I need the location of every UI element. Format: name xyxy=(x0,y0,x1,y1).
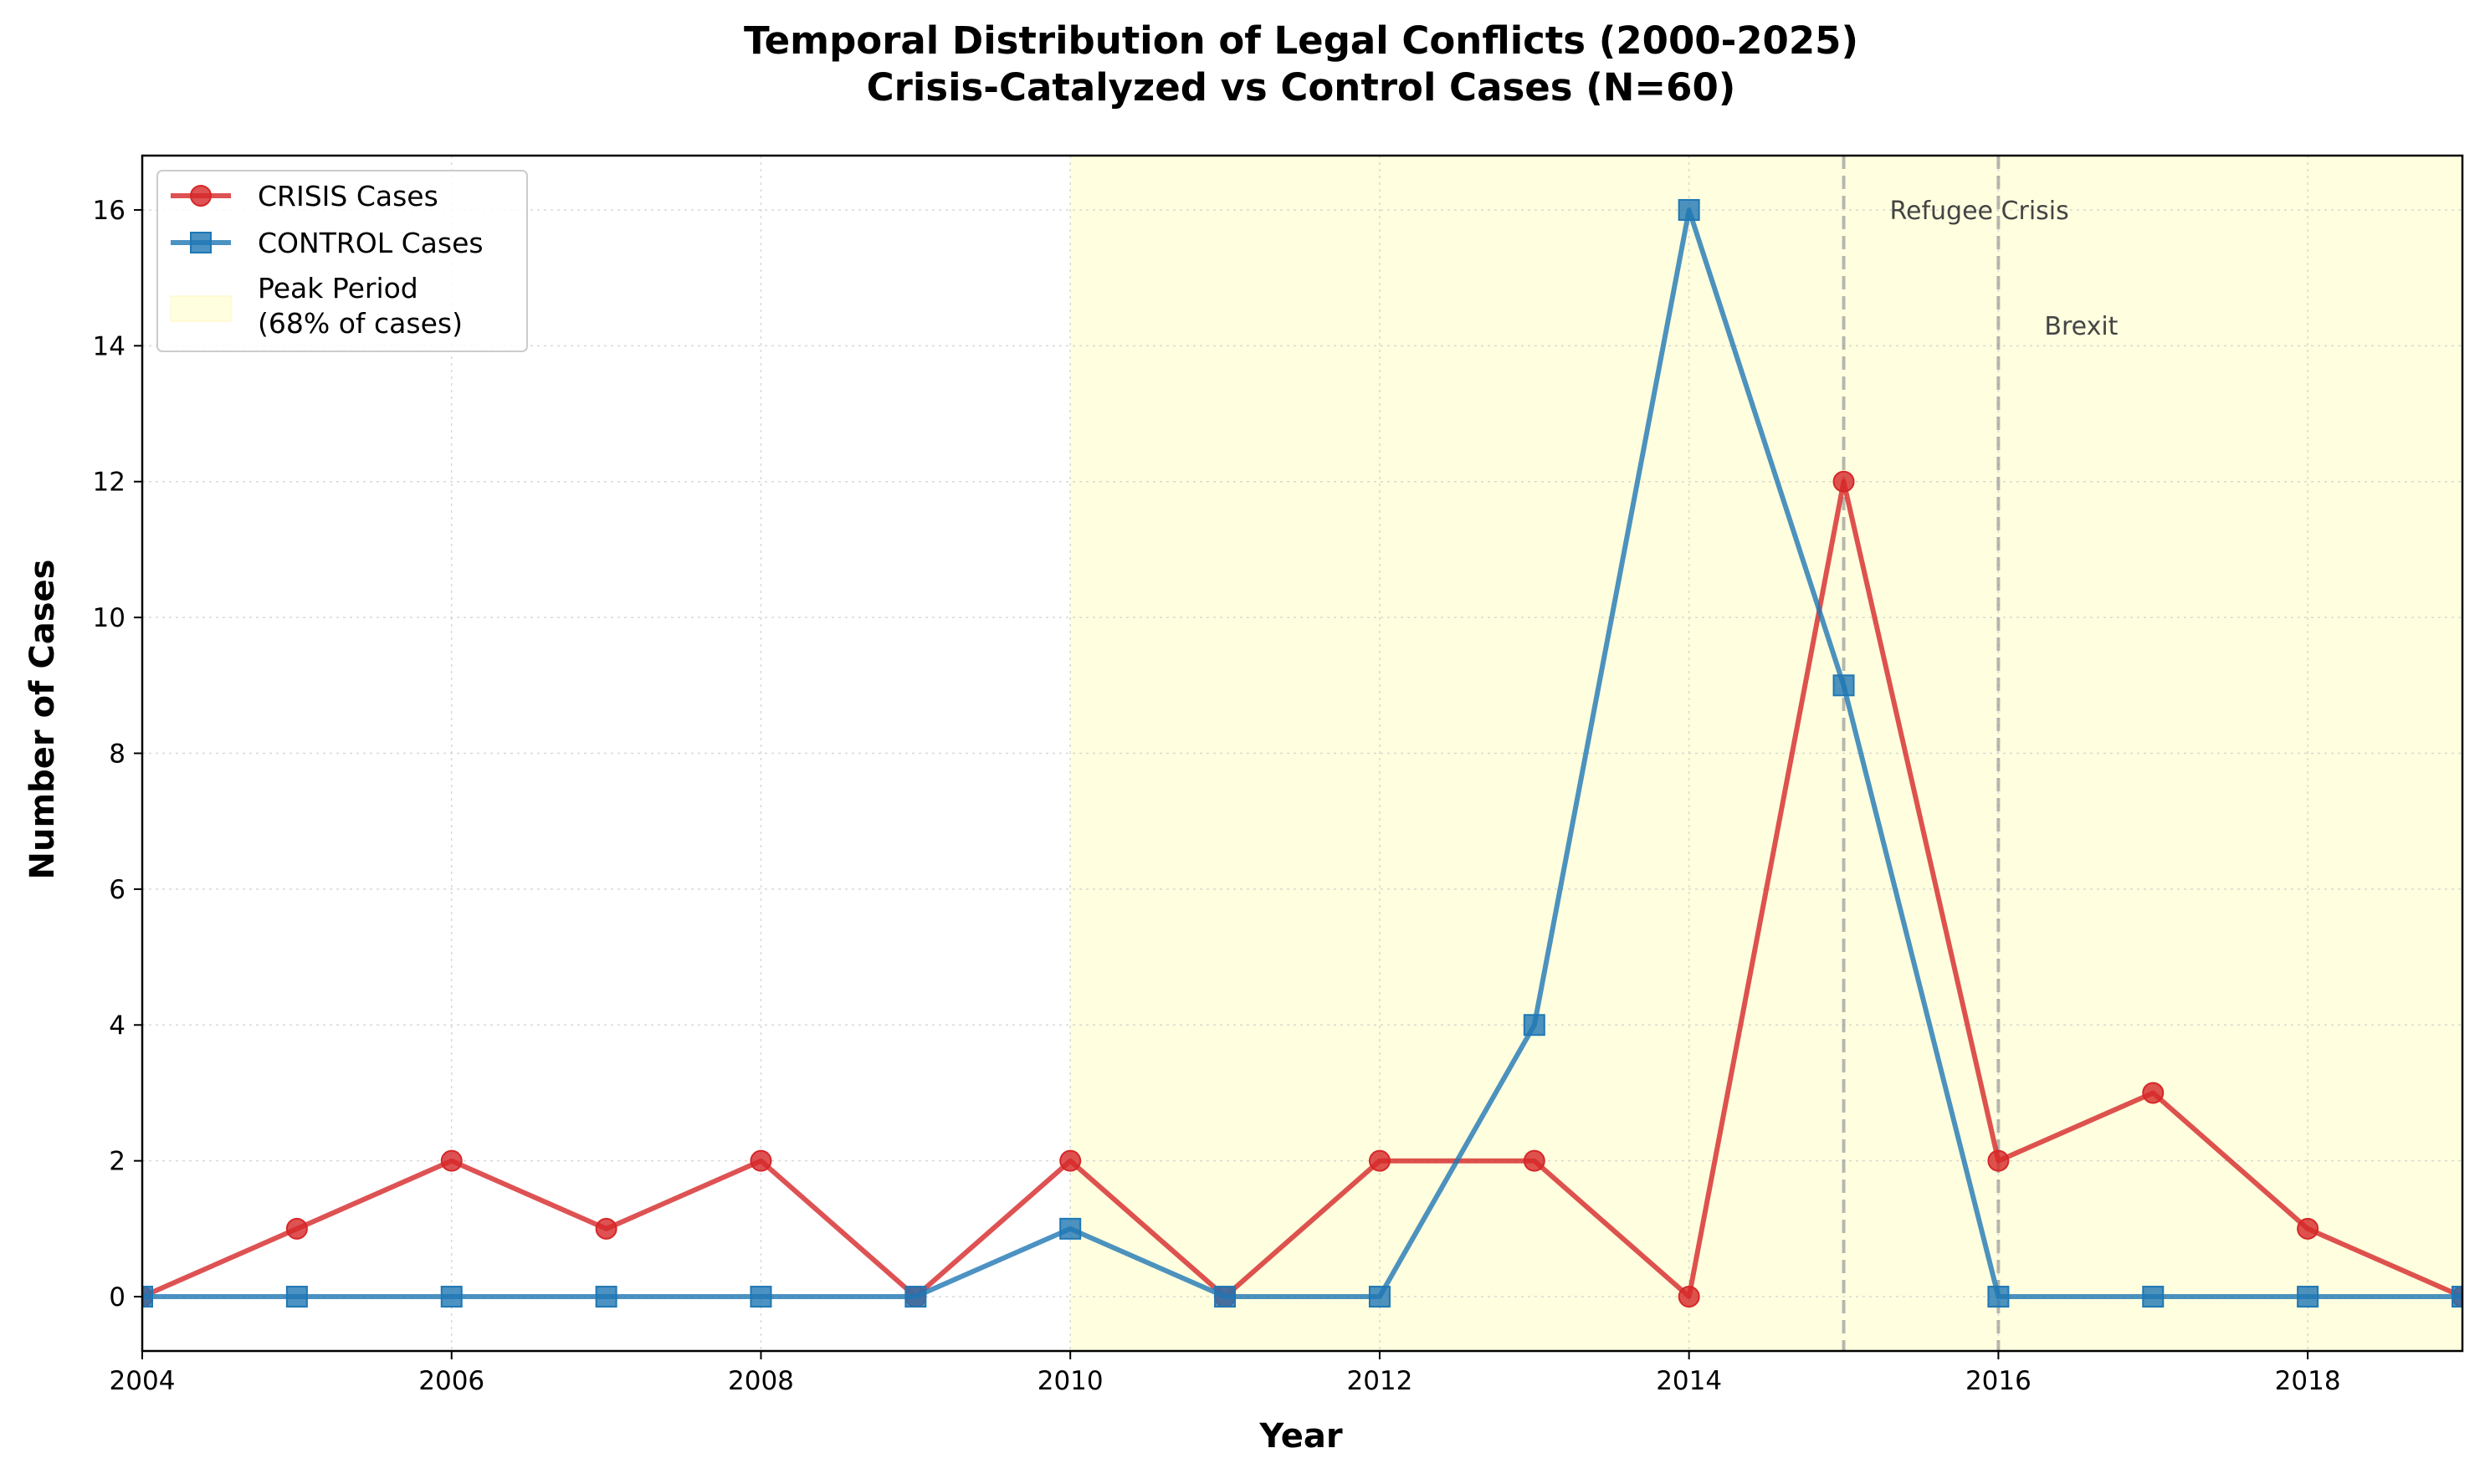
chart-title-line2: Crisis-Catalyzed vs Control Cases (N=60) xyxy=(867,65,1736,110)
legend-marker-square xyxy=(190,232,212,253)
x-tick-label: 2012 xyxy=(1346,1366,1412,1396)
series-line-control xyxy=(142,207,2462,1299)
data-point-crisis xyxy=(1987,1149,2010,1172)
data-point-control xyxy=(440,1286,463,1308)
data-point-control xyxy=(1832,674,1855,697)
x-tick-label: 2006 xyxy=(418,1366,484,1396)
data-point-crisis xyxy=(1678,1286,1700,1308)
y-tick-label: 14 xyxy=(93,331,126,361)
data-point-crisis xyxy=(2297,1217,2319,1240)
legend-marker-circle xyxy=(190,185,212,207)
legend-box xyxy=(156,170,528,352)
y-tick-label: 2 xyxy=(109,1147,126,1177)
data-point-control xyxy=(750,1286,772,1308)
legend-entry-peak: Peak Period (68% of cases) xyxy=(170,272,463,340)
data-point-control xyxy=(595,1286,617,1308)
x-axis-label: Year xyxy=(1258,1417,1342,1456)
legend-label-peak-line2: (68% of cases) xyxy=(258,307,463,340)
x-tick-label: 2010 xyxy=(1038,1366,1104,1396)
data-point-control xyxy=(1214,1286,1237,1308)
y-tick-label: 0 xyxy=(109,1282,126,1313)
chart-title-line1: Temporal Distribution of Legal Conflicts… xyxy=(744,18,1858,63)
x-tick-label: 2014 xyxy=(1656,1366,1722,1396)
data-point-control xyxy=(1368,1286,1391,1308)
data-point-crisis xyxy=(595,1217,617,1240)
data-point-control xyxy=(2142,1286,2165,1308)
y-tick-label: 12 xyxy=(93,468,126,498)
data-point-crisis xyxy=(2142,1082,2165,1104)
data-point-crisis xyxy=(285,1217,308,1240)
legend-label-crisis: CRISIS Cases xyxy=(258,180,438,212)
data-point-crisis xyxy=(1523,1149,1545,1172)
peak-period-region xyxy=(1070,156,2462,1351)
data-point-control xyxy=(904,1286,927,1308)
data-point-crisis xyxy=(750,1149,772,1172)
data-point-control xyxy=(142,1286,153,1308)
legend: CRISIS Cases CONTROL Cases Peak Period (… xyxy=(156,170,528,352)
data-point-crisis xyxy=(1368,1149,1391,1172)
y-tick-label: 16 xyxy=(93,196,126,226)
legend-label-control: CONTROL Cases xyxy=(258,227,484,259)
data-point-control xyxy=(285,1286,308,1308)
legend-entry-control: CONTROL Cases xyxy=(171,227,484,259)
event-label: Brexit xyxy=(2044,312,2118,341)
data-point-control xyxy=(1523,1014,1545,1036)
x-tick-label: 2004 xyxy=(110,1366,176,1396)
x-tick-label: 2008 xyxy=(728,1366,794,1396)
y-axis-label: Number of Cases xyxy=(23,560,62,880)
data-point-control xyxy=(1987,1286,2010,1308)
data-point-crisis xyxy=(440,1149,463,1172)
data-point-control xyxy=(1059,1217,1082,1240)
legend-patch-peak xyxy=(170,295,232,322)
data-point-crisis xyxy=(1059,1149,1082,1172)
data-point-crisis xyxy=(1832,470,1855,493)
event-label: Refugee Crisis xyxy=(1890,197,2069,226)
data-point-control xyxy=(2297,1286,2319,1308)
data-point-control xyxy=(1678,198,1700,221)
y-tick-label: 10 xyxy=(93,603,126,633)
legend-entry-crisis: CRISIS Cases xyxy=(171,180,438,212)
x-tick-label: 2018 xyxy=(2275,1366,2341,1396)
series-line-crisis xyxy=(142,478,2462,1299)
legend-label-peak-line1: Peak Period xyxy=(258,272,418,304)
y-tick-label: 8 xyxy=(109,739,126,770)
y-tick-label: 4 xyxy=(109,1011,126,1041)
data-point-control xyxy=(2452,1286,2462,1308)
x-tick-label: 2016 xyxy=(1965,1366,2032,1396)
y-tick-label: 6 xyxy=(109,875,126,905)
